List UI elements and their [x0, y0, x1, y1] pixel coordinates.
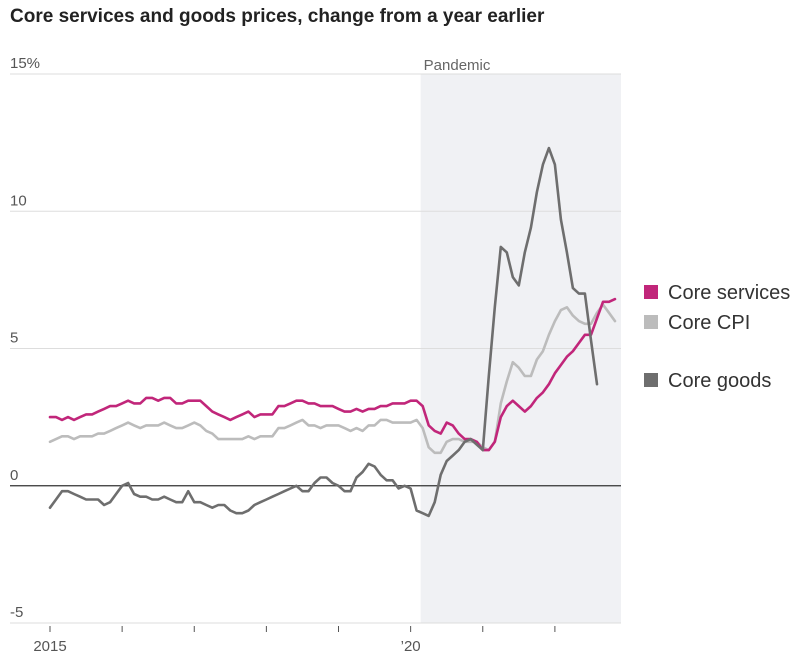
y-tick-label: 15%	[10, 55, 40, 72]
legend-layer: Core services Core CPI Core goods	[644, 282, 790, 392]
x-tick-label: ’20	[401, 638, 421, 655]
legend-label-core-cpi: Core CPI	[668, 312, 750, 334]
y-tick-label: 0	[10, 467, 18, 484]
chart-title: Core services and goods prices, change f…	[10, 6, 545, 27]
series-line-core-cpi	[48, 303, 617, 455]
y-tick-label: -5	[10, 604, 23, 621]
y-tick-label: 10	[10, 192, 27, 209]
axis-layer: 2015 ’20	[33, 626, 556, 655]
legend-swatch-core-cpi	[644, 315, 658, 329]
legend-label-core-goods: Core goods	[668, 370, 771, 392]
legend-swatch-core-goods	[644, 373, 658, 387]
y-tick-label: 5	[10, 330, 18, 347]
series-line-core-services	[48, 297, 617, 452]
series-layer	[48, 146, 617, 518]
series-line-core-goods	[48, 146, 599, 518]
pandemic-label: Pandemic	[424, 57, 491, 74]
gridline-layer: 15% 10 5 0 -5	[10, 55, 621, 624]
x-tick-label: 2015	[33, 638, 66, 655]
legend-swatch-core-services	[644, 285, 658, 299]
legend-label-core-services: Core services	[668, 282, 790, 304]
